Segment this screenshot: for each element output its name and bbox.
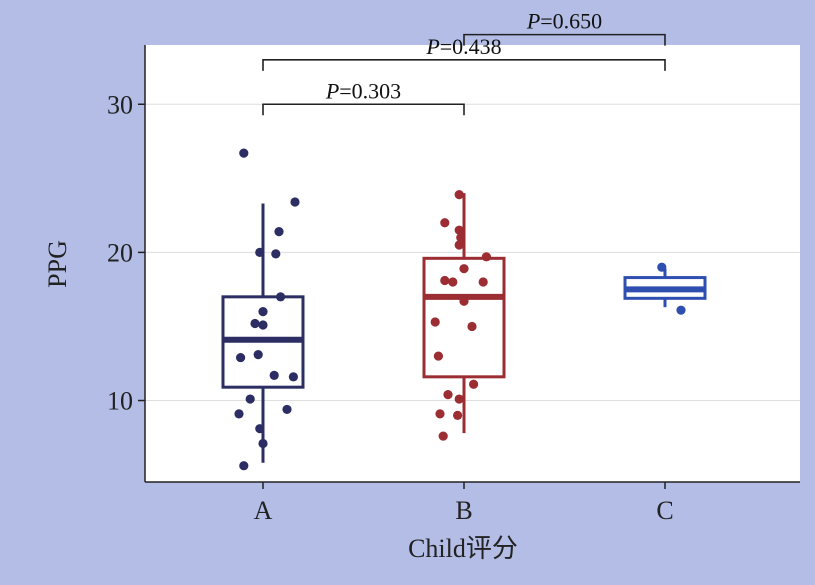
bracket-line-A-C [262,59,666,71]
point-A-0 [239,148,249,158]
point-B-19 [438,431,448,441]
point-A-17 [258,438,268,449]
point-B-7 [448,277,458,287]
point-A-12 [288,372,298,382]
point-B-0 [454,190,464,200]
point-A-9 [253,350,263,360]
y-axis-title: PPG [43,240,72,288]
point-A-14 [245,394,255,404]
point-B-15 [443,390,453,400]
point-A-11 [269,370,279,380]
point-A-13 [282,404,292,415]
point-A-16 [255,424,265,434]
bracket-A-C: P=0.438 [262,34,666,71]
point-B-6 [440,275,450,286]
point-C-1 [676,305,686,315]
point-B-14 [469,379,479,389]
point-B-2 [454,225,464,235]
bracket-line-B-C [463,33,666,46]
point-B-4 [454,240,464,250]
point-B-5 [481,252,491,262]
point-B-1 [440,218,450,228]
y-tick-label-10: 10 [107,387,133,416]
point-A-1 [290,197,300,207]
data-points [234,148,686,471]
y-ticks: 10 20 30 [107,90,145,416]
x-axis-title: Child评分 [408,534,518,563]
x-ticks: A B C [254,482,674,525]
significance-brackets: P=0.303 P=0.438 P=0.650 [262,9,666,116]
point-A-5 [276,292,286,302]
p-value-label-A-C: P=0.438 [425,34,501,59]
point-A-7 [250,318,260,329]
bracket-B-C: P=0.650 [463,9,666,46]
point-A-6 [258,307,268,317]
point-A-15 [234,409,244,419]
point-B-16 [454,394,464,404]
bracket-A-B: P=0.303 [262,78,465,116]
point-B-12 [467,321,477,332]
point-B-9 [459,264,469,274]
box-C [623,268,707,308]
point-C-0 [657,262,667,272]
point-B-10 [459,296,469,306]
point-A-2 [274,227,284,237]
p-value-label-B-C: P=0.650 [526,9,602,34]
x-tick-label-A: A [254,496,273,525]
x-tick-label-B: B [455,496,472,525]
p-value-label-A-B: P=0.303 [325,78,401,103]
point-A-3 [255,247,265,257]
point-A-8 [258,320,268,330]
point-B-8 [478,277,488,287]
point-B-3 [456,232,466,243]
point-B-17 [435,409,445,419]
bracket-line-A-B [262,103,465,116]
y-tick-label-30: 30 [107,90,133,119]
point-B-13 [433,351,443,361]
point-B-18 [453,410,463,420]
point-A-10 [236,352,246,363]
point-A-18 [239,461,249,471]
x-tick-label-C: C [656,496,673,525]
y-tick-label-20: 20 [107,238,133,267]
point-B-11 [430,317,440,327]
point-A-4 [271,249,281,259]
box-series [221,193,707,463]
